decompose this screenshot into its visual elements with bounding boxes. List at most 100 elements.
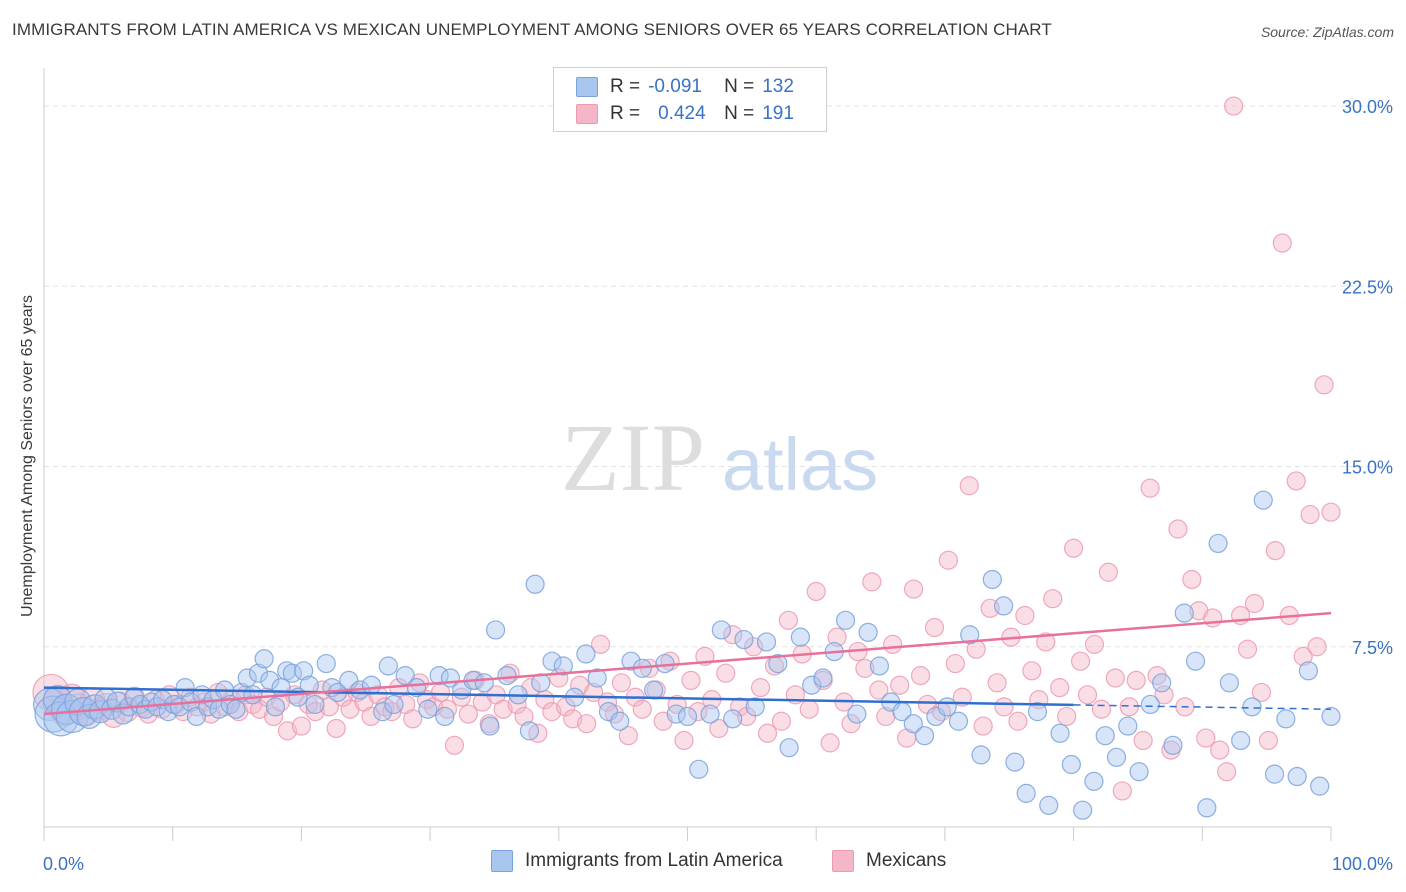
data-point [778, 610, 798, 630]
data-point [910, 665, 931, 686]
trend-line-latin-america-dashed [1073, 704, 1332, 710]
data-point [1237, 639, 1258, 659]
data-point [1174, 603, 1194, 623]
data-point [973, 716, 993, 736]
data-point [1039, 795, 1059, 815]
data-point [294, 661, 314, 681]
data-point [1084, 771, 1104, 791]
data-point [418, 699, 438, 719]
legend-label: Immigrants from Latin America [525, 850, 783, 871]
data-point [1084, 634, 1105, 654]
grid-lines [44, 105, 1393, 648]
n-label: N = [724, 76, 755, 97]
n-value: 191 [762, 103, 794, 124]
data-point [757, 723, 778, 743]
data-point [1057, 706, 1077, 727]
r-label: R = [610, 103, 641, 124]
legend-row-latin-america: R = -0.091 N = 132 [576, 74, 794, 100]
data-point [378, 656, 398, 676]
data-point [903, 579, 924, 599]
data-point [938, 550, 958, 570]
data-point [1050, 723, 1070, 743]
n-value: 132 [762, 76, 794, 97]
data-point [226, 699, 246, 719]
data-point [1314, 375, 1334, 395]
x-tick-label: 100.0% [1332, 854, 1393, 874]
data-point [1244, 593, 1265, 614]
data-point [621, 651, 641, 671]
data-point [373, 702, 393, 722]
pink-swatch [832, 850, 854, 872]
data-point [305, 694, 325, 715]
data-point [1105, 668, 1125, 688]
data-point [841, 714, 861, 734]
data-point [1197, 798, 1217, 818]
data-point [1251, 682, 1272, 703]
data-point [802, 675, 822, 695]
data-point [1063, 538, 1084, 558]
r-value: 0.424 [658, 103, 706, 124]
trend-line-mexicans [43, 611, 1332, 716]
data-point [1287, 766, 1307, 787]
data-point [723, 709, 743, 729]
legend-item-mexicans[interactable]: Mexicans [832, 850, 946, 872]
data-point [542, 651, 562, 671]
y-tick-label: 7.5% [1352, 638, 1393, 658]
data-point [711, 620, 731, 640]
data-point [1027, 702, 1048, 722]
data-point [959, 476, 979, 496]
legend-item-latin-america[interactable]: Immigrants from Latin America [491, 850, 783, 872]
data-point [869, 656, 890, 676]
data-point [779, 738, 799, 758]
data-point [1008, 711, 1028, 731]
data-point [231, 682, 252, 703]
data-point [480, 716, 500, 736]
data-point [632, 699, 652, 719]
data-point [1152, 673, 1172, 693]
data-point [862, 572, 882, 592]
data-point [1203, 608, 1223, 628]
data-point [618, 726, 638, 746]
data-point [1043, 589, 1063, 609]
y-tick-label: 15.0% [1342, 458, 1393, 478]
data-point [611, 673, 632, 693]
data-point [1112, 781, 1132, 801]
n-label: N = [724, 103, 755, 124]
data-point [403, 709, 423, 729]
data-point [827, 627, 847, 647]
data-point [677, 706, 698, 727]
data-point [730, 697, 750, 717]
data-point [237, 668, 257, 688]
data-point [291, 716, 311, 736]
data-point [1140, 694, 1160, 715]
data-point [1185, 651, 1206, 671]
data-point [1307, 637, 1327, 657]
data-point [485, 620, 506, 640]
data-point [820, 733, 840, 753]
data-point [525, 574, 545, 594]
data-point [734, 629, 754, 650]
data-point [806, 581, 826, 602]
legend-label: Mexicans [866, 850, 947, 871]
data-point [723, 625, 743, 645]
blue-swatch [491, 850, 513, 872]
data-point [1286, 471, 1306, 491]
data-point [858, 622, 878, 642]
data-point [1015, 605, 1035, 626]
data-point [716, 663, 736, 683]
y-tick-label: 22.5% [1342, 277, 1393, 297]
data-point [924, 617, 945, 638]
data-point [1208, 533, 1228, 554]
data-point [1140, 478, 1160, 498]
data-point [756, 632, 777, 652]
data-point [750, 678, 771, 698]
data-point [1129, 762, 1149, 782]
data-point [1061, 754, 1081, 775]
trend-line-latin-america [43, 686, 1074, 707]
data-point [1119, 697, 1139, 717]
data-point [1095, 726, 1115, 746]
data-point [260, 670, 280, 691]
watermark: ZIP atlas [561, 404, 878, 511]
latin-america-points [33, 490, 1341, 820]
data-point [610, 711, 630, 731]
